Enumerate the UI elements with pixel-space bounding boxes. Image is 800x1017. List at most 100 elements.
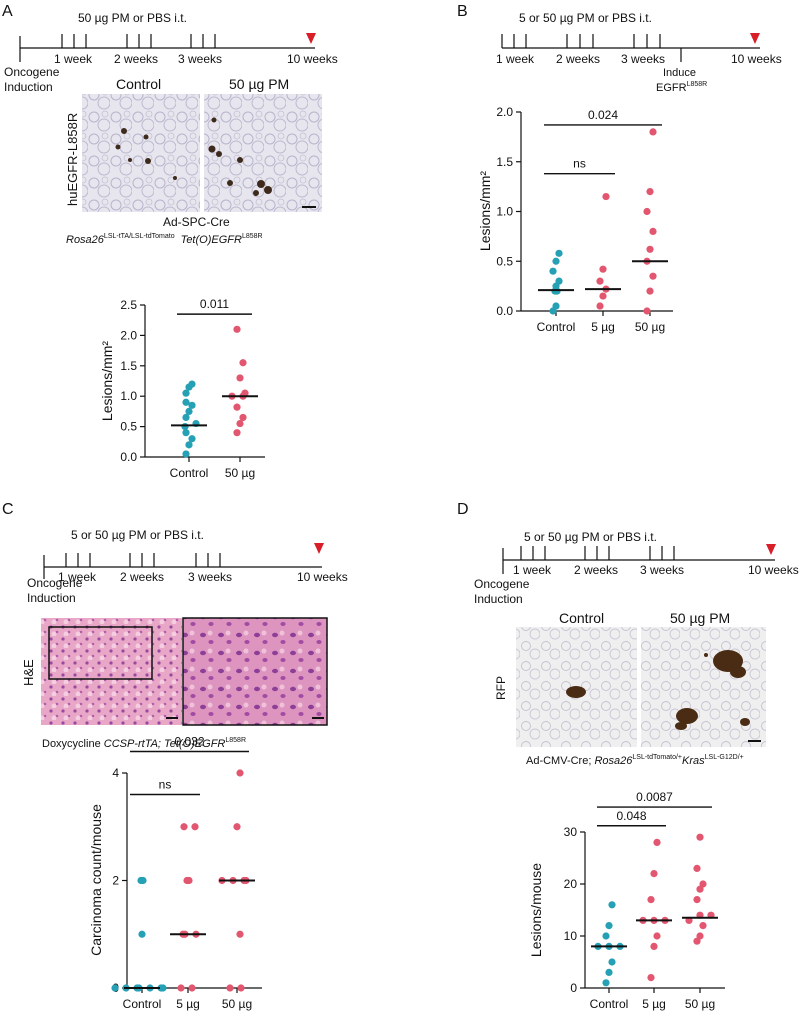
data-point-b (643, 307, 651, 315)
data-point-b (646, 245, 654, 253)
panel-d: D 5 or 50 µg PM or PBS i.t. 1 week 2 wee… (457, 501, 799, 1011)
data-point-a (182, 389, 190, 397)
micrograph-c-inset-box (48, 626, 153, 680)
data-point-a (239, 413, 247, 422)
caption-d-geno1: Rosa26 (594, 755, 633, 767)
panel-a: A 50 µg PM or PBS i.t. 1 week 2 weeks 3 … (2, 3, 338, 480)
data-point-b (643, 207, 651, 216)
timeline-c-start-1: Oncogene (27, 576, 83, 590)
data-point-c (138, 930, 146, 938)
data-point-d (608, 901, 616, 909)
data-point-c (237, 984, 245, 992)
x-tick-label-d: Control (590, 997, 629, 1011)
caption-a-line1: Ad-SPC-Cre (163, 215, 230, 229)
data-point-a (233, 429, 241, 437)
x-tick-label-c: Control (123, 997, 162, 1011)
data-point-d (647, 896, 655, 904)
data-point-a (241, 389, 249, 397)
x-tick-label-d: 50 µg (685, 997, 715, 1011)
y-axis-label-a: Lesions/mm² (99, 341, 115, 421)
timeline-b-week10: 10 weeks (731, 52, 782, 66)
timeline-a-top-label: 50 µg PM or PBS i.t. (78, 11, 187, 25)
caption-a-geno1-sup: LSL-tTA/LSL-tdTomato (104, 233, 175, 240)
y-tick-label-d: 30 (564, 825, 578, 839)
data-point-c (191, 823, 199, 831)
data-point-d (605, 922, 613, 930)
timeline-d-start-2: Induction (474, 592, 523, 606)
data-point-a (236, 419, 244, 428)
timeline-a (19, 34, 315, 62)
data-point-d (602, 932, 610, 940)
data-point-b (549, 267, 557, 275)
y-tick-label-d: 10 (564, 929, 578, 943)
caption-d-geno2-sup: LSL-G12D/+ (705, 754, 744, 761)
data-point-a (182, 398, 190, 406)
data-point-d (699, 922, 707, 930)
timeline-a-week1: 1 week (54, 52, 93, 66)
y-tick-label-a: 2.0 (120, 328, 137, 342)
y-tick-label-a: 2.5 (120, 298, 137, 312)
y-tick-label-b: 2.0 (496, 105, 513, 119)
data-point-d (647, 974, 655, 982)
panel-letter-a: A (2, 3, 13, 20)
data-point-a (188, 401, 196, 409)
data-point-d (699, 880, 707, 888)
data-point-a (233, 325, 241, 333)
timeline-b-induce-1: Induce (663, 67, 696, 79)
timeline-b-induce-2: EGFRL858R (656, 81, 707, 94)
data-point-b (555, 277, 563, 285)
y-tick-label-c: 4 (112, 766, 119, 780)
caption-d-geno1-sup: LSL-tdTomato/+ (632, 754, 682, 761)
endpoint-arrow-b (750, 33, 760, 44)
data-point-b (596, 277, 604, 285)
timeline-d-week1: 1 week (513, 563, 552, 577)
data-point-d (602, 979, 610, 987)
data-point-a (182, 450, 190, 458)
panel-letter-b: B (457, 3, 468, 20)
image-c-row-label: H&E (21, 659, 36, 686)
timeline-c-week10: 10 weeks (297, 570, 348, 584)
x-tick-label-c: 50 µg (222, 997, 252, 1011)
data-point-a (236, 374, 244, 382)
data-point-c (233, 823, 241, 831)
chart-a: 0.0 0.5 1.0 1.5 2.0 2.5 Lesions/mm² Control 50 µ… (99, 297, 265, 480)
timeline-a-week2: 2 weeks (114, 52, 158, 66)
data-point-d (696, 833, 704, 841)
timeline-a-week10: 10 weeks (287, 52, 338, 66)
data-point-c (236, 769, 244, 777)
caption-c-italic: CCSP-rtTA; Tet(O)EGFR (104, 738, 226, 750)
timeline-b-top-label: 5 or 50 µg PM or PBS i.t. (519, 11, 652, 25)
caption-a-line2: Rosa26LSL-tTA/LSL-tdTomato Tet(O)EGFRL858… (66, 233, 263, 246)
x-tick-label-b: 50 µg (635, 320, 665, 334)
data-point-d (650, 942, 658, 951)
data-point-b (649, 128, 657, 136)
data-point-b (646, 287, 654, 295)
micrograph-a-control (82, 94, 200, 212)
y-tick-label-b: 1.5 (496, 155, 513, 169)
x-tick-label-a: 50 µg (225, 466, 255, 480)
caption-d-geno2: Kras (682, 755, 705, 767)
timeline-c (43, 553, 322, 579)
significance-label-c: 0.032 (174, 735, 204, 749)
timeline-b-week3: 3 weeks (621, 52, 665, 66)
data-point-c (139, 876, 147, 885)
data-point-b (649, 272, 657, 280)
data-point-b (599, 265, 607, 273)
data-point-b (552, 257, 560, 265)
timeline-d-week10: 10 weeks (748, 563, 799, 577)
data-point-d (693, 864, 701, 873)
significance-label-d: 0.0087 (636, 790, 673, 804)
data-point-c (188, 984, 196, 992)
lesion-spots-d (566, 650, 750, 730)
data-point-a (239, 359, 247, 367)
caption-a-geno1: Rosa26 (66, 234, 105, 246)
panel-letter-d: D (457, 501, 469, 518)
x-tick-label-b: Control (537, 320, 576, 334)
significance-label-a: 0.011 (200, 297, 229, 311)
image-a-title-pm: 50 µg PM (229, 76, 289, 92)
timeline-b-week2: 2 weeks (556, 52, 600, 66)
caption-d-pre: Ad-CMV-Cre; (526, 755, 594, 767)
x-tick-label-d: 5 µg (642, 997, 666, 1011)
y-axis-label-b: Lesions/mm² (477, 171, 493, 251)
